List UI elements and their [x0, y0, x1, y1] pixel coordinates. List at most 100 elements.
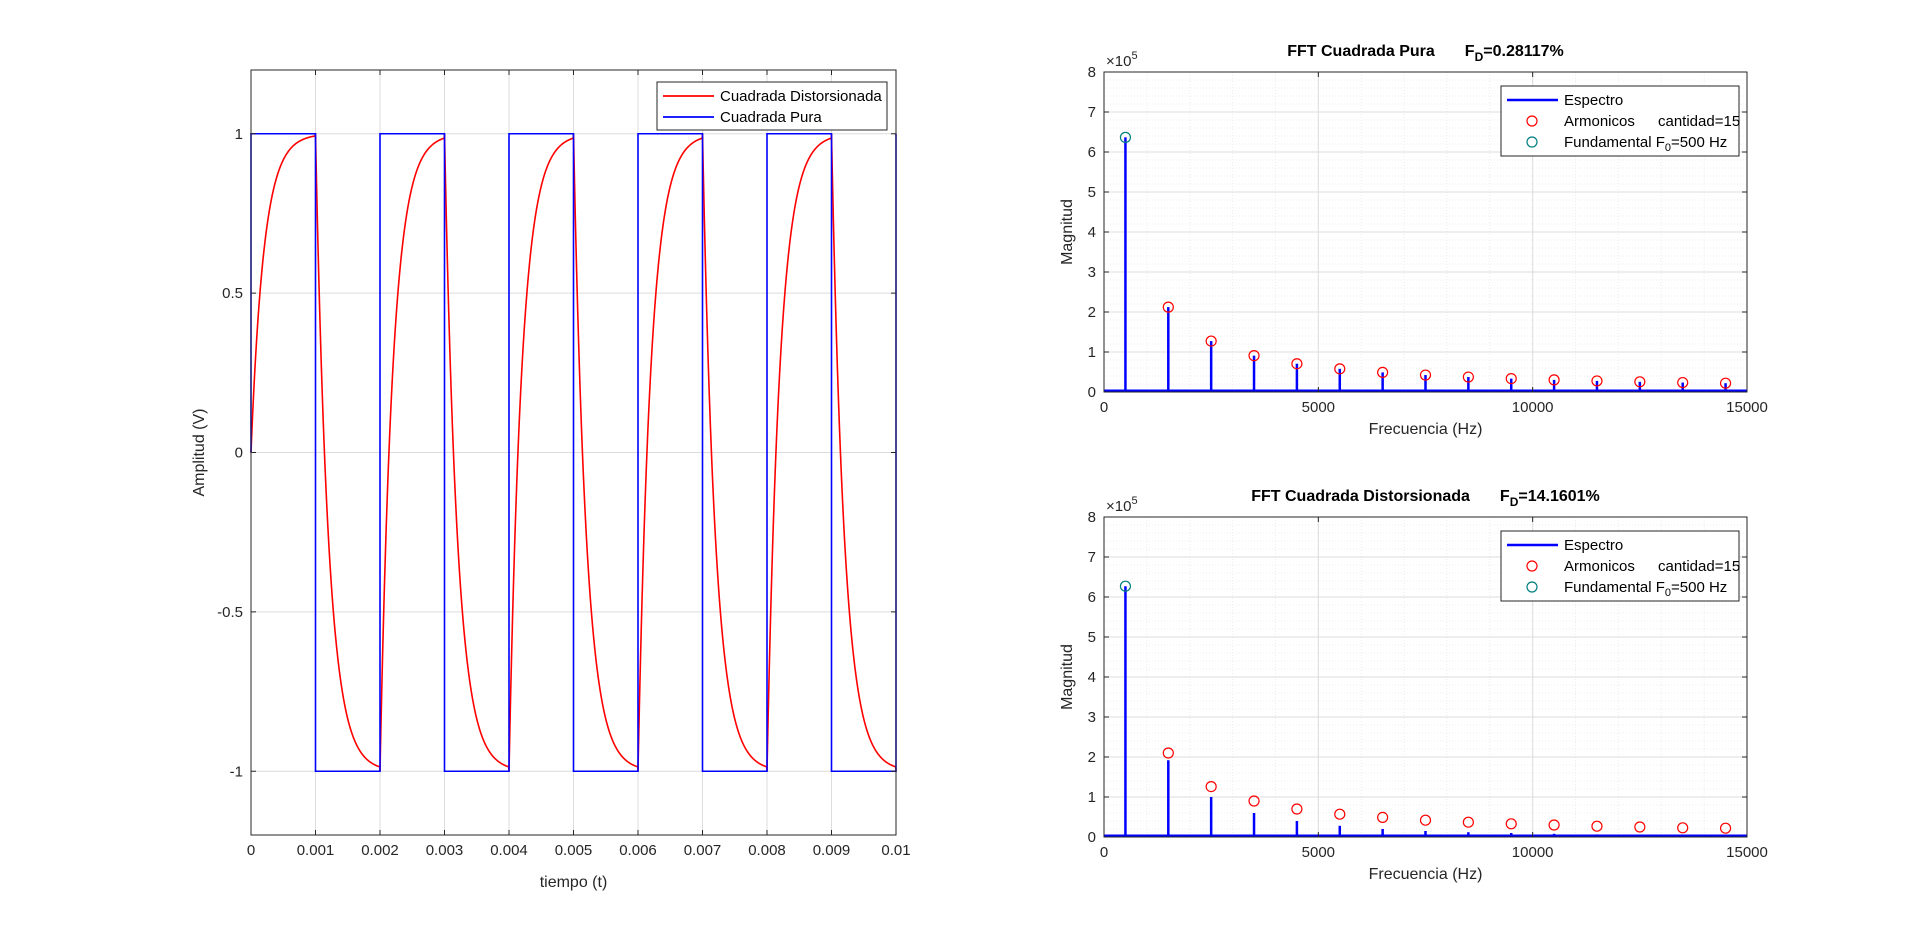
harmonic-marker	[1334, 363, 1346, 375]
y-tick-label: 1	[1088, 344, 1096, 361]
y-tick-label: 8	[1088, 509, 1096, 526]
legend: Espectro Armonicos cantidad=15 Fundamental …	[1500, 85, 1740, 157]
chart-title: FFT Cuadrada Pura FD=0.28117%	[1287, 43, 1564, 64]
series-line-cuadrada-pura	[250, 132, 897, 773]
harmonic-marker	[1291, 803, 1303, 815]
harmonic-marker	[1505, 818, 1517, 830]
harmonic-marker	[1591, 375, 1603, 387]
y-axis-label: Magnitud	[1059, 644, 1076, 710]
legend-fundamental-suffix: =500 Hz	[1671, 579, 1727, 596]
harmonic-marker	[1419, 369, 1432, 381]
harmonic-marker	[1377, 811, 1389, 824]
harmonic-marker	[1462, 371, 1474, 383]
x-tick-label: 0.007	[684, 842, 722, 859]
x-tick-label: 5000	[1302, 399, 1335, 416]
harmonic-marker	[1377, 366, 1389, 378]
x-tick-label: 0.002	[361, 842, 399, 859]
y-exponent-base: ×10	[1106, 498, 1131, 515]
x-tick-label: 0.009	[813, 842, 851, 859]
y-exponent-label: ×105	[1106, 50, 1138, 70]
x-tick-label: 10000	[1512, 844, 1554, 861]
legend-entry-fundamental: Fundamental F0=500 Hz	[1564, 134, 1727, 154]
y-axis-label: Magnitud	[1059, 199, 1076, 265]
y-tick-label: 0.5	[222, 285, 243, 302]
harmonic-marker	[1419, 814, 1432, 826]
harmonic-marker	[1291, 358, 1303, 370]
x-tick-label: 0.01	[881, 842, 910, 859]
y-tick-label: 7	[1088, 549, 1096, 566]
legend-box	[1500, 85, 1740, 157]
chart-title: FFT Cuadrada Distorsionada FD=14.1601%	[1251, 488, 1600, 509]
x-tick-label: 5000	[1302, 844, 1335, 861]
y-tick-label: 2	[1088, 304, 1096, 321]
harmonic-marker	[1462, 816, 1474, 828]
harmonic-marker	[1205, 780, 1217, 793]
harmonic-marker	[1548, 374, 1560, 386]
harmonic-marker	[1205, 335, 1217, 347]
y-tick-label: 1	[235, 126, 243, 143]
harmonic-marker	[1334, 808, 1346, 820]
x-tick-label: 15000	[1726, 844, 1768, 861]
time-domain-chart: 0 0.001 0.002 0.003 0.004 0.005 0.006 0.007 0.00…	[191, 69, 911, 891]
y-exponent-label: ×105	[1106, 495, 1138, 515]
legend: Cuadrada Distorsionada Cuadrada Pura	[656, 81, 888, 131]
legend-entry-fundamental: Fundamental F0=500 Hz	[1564, 579, 1727, 599]
y-tick-label: 3	[1088, 264, 1096, 281]
legend-box	[1500, 530, 1740, 602]
fd-subscript: D	[1510, 495, 1519, 509]
x-tick-label: 0.003	[426, 842, 464, 859]
harmonic-marker	[1719, 822, 1732, 834]
x-axis-label: tiempo (t)	[540, 874, 608, 891]
legend-swatch-fundamental	[1526, 581, 1538, 593]
y-axis-label: Amplitud (V)	[191, 408, 208, 496]
harmonic-marker	[1162, 301, 1174, 313]
y-exponent-base: ×10	[1106, 53, 1131, 70]
harmonic-marker	[1591, 820, 1603, 832]
y-tick-label: 6	[1088, 589, 1096, 606]
y-tick-label: -1	[230, 763, 243, 780]
legend-fundamental-prefix: Fundamental F	[1564, 579, 1665, 596]
legend-entry-harmonics: Armonicos	[1564, 558, 1635, 575]
y-exponent-power: 5	[1131, 50, 1137, 62]
y-tick-label: -0.5	[217, 604, 243, 621]
x-tick-label: 0	[247, 842, 255, 859]
harmonic-marker	[1634, 821, 1646, 833]
y-exponent-power: 5	[1131, 495, 1137, 507]
y-tick-label: 0	[235, 445, 243, 462]
legend: Espectro Armonicos cantidad=15 Fundamental …	[1500, 530, 1740, 602]
legend-fundamental-subscript: 0	[1665, 587, 1671, 599]
y-tick-label: 1	[1088, 789, 1096, 806]
harmonic-marker	[1677, 822, 1689, 834]
fundamental-marker	[1119, 580, 1132, 592]
harmonic-marker	[1548, 819, 1560, 831]
x-tick-label: 0.008	[748, 842, 786, 859]
x-tick-label: 10000	[1512, 399, 1554, 416]
x-tick-label: 0.001	[297, 842, 335, 859]
fd-label: F	[1465, 43, 1475, 60]
fundamental-marker	[1119, 131, 1132, 143]
fd-subscript: D	[1475, 50, 1484, 64]
chart-title-text: FFT Cuadrada Distorsionada	[1251, 488, 1470, 505]
x-tick-label: 0	[1100, 844, 1108, 861]
y-tick-label: 5	[1088, 629, 1096, 646]
fd-label: F	[1500, 488, 1510, 505]
y-tick-label: 0	[1088, 384, 1096, 401]
legend-entry-spectrum: Espectro	[1564, 537, 1623, 554]
harmonic-marker	[1634, 376, 1646, 388]
legend-swatch-harmonics	[1526, 115, 1538, 127]
x-tick-label: 0	[1100, 399, 1108, 416]
legend-fundamental-prefix: Fundamental F	[1564, 134, 1665, 151]
y-tick-label: 6	[1088, 144, 1096, 161]
x-tick-label: 0.006	[619, 842, 657, 859]
y-tick-label: 8	[1088, 64, 1096, 81]
legend-swatch-fundamental	[1526, 136, 1538, 148]
harmonic-marker	[1505, 373, 1517, 385]
legend-swatch-harmonics	[1526, 560, 1538, 572]
harmonic-marker	[1162, 747, 1174, 759]
legend-entry: Cuadrada Pura	[720, 109, 822, 126]
x-axis-label: Frecuencia (Hz)	[1369, 866, 1483, 883]
chart-title-text: FFT Cuadrada Pura	[1287, 43, 1435, 60]
